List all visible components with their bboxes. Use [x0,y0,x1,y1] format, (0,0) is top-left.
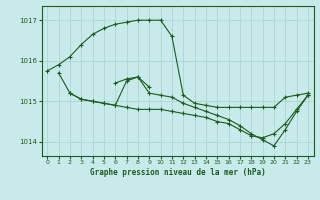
X-axis label: Graphe pression niveau de la mer (hPa): Graphe pression niveau de la mer (hPa) [90,168,266,177]
